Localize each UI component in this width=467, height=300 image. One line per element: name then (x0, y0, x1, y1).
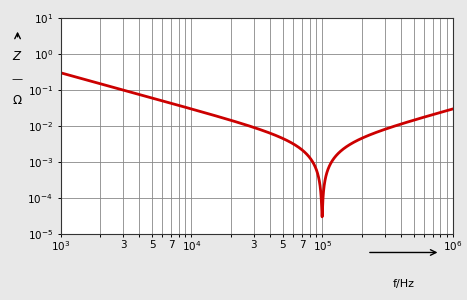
Text: $Ω$: $Ω$ (12, 94, 23, 106)
Text: $—$: $—$ (11, 74, 24, 83)
Text: f/Hz: f/Hz (393, 278, 415, 289)
Text: $Z$: $Z$ (12, 50, 23, 63)
